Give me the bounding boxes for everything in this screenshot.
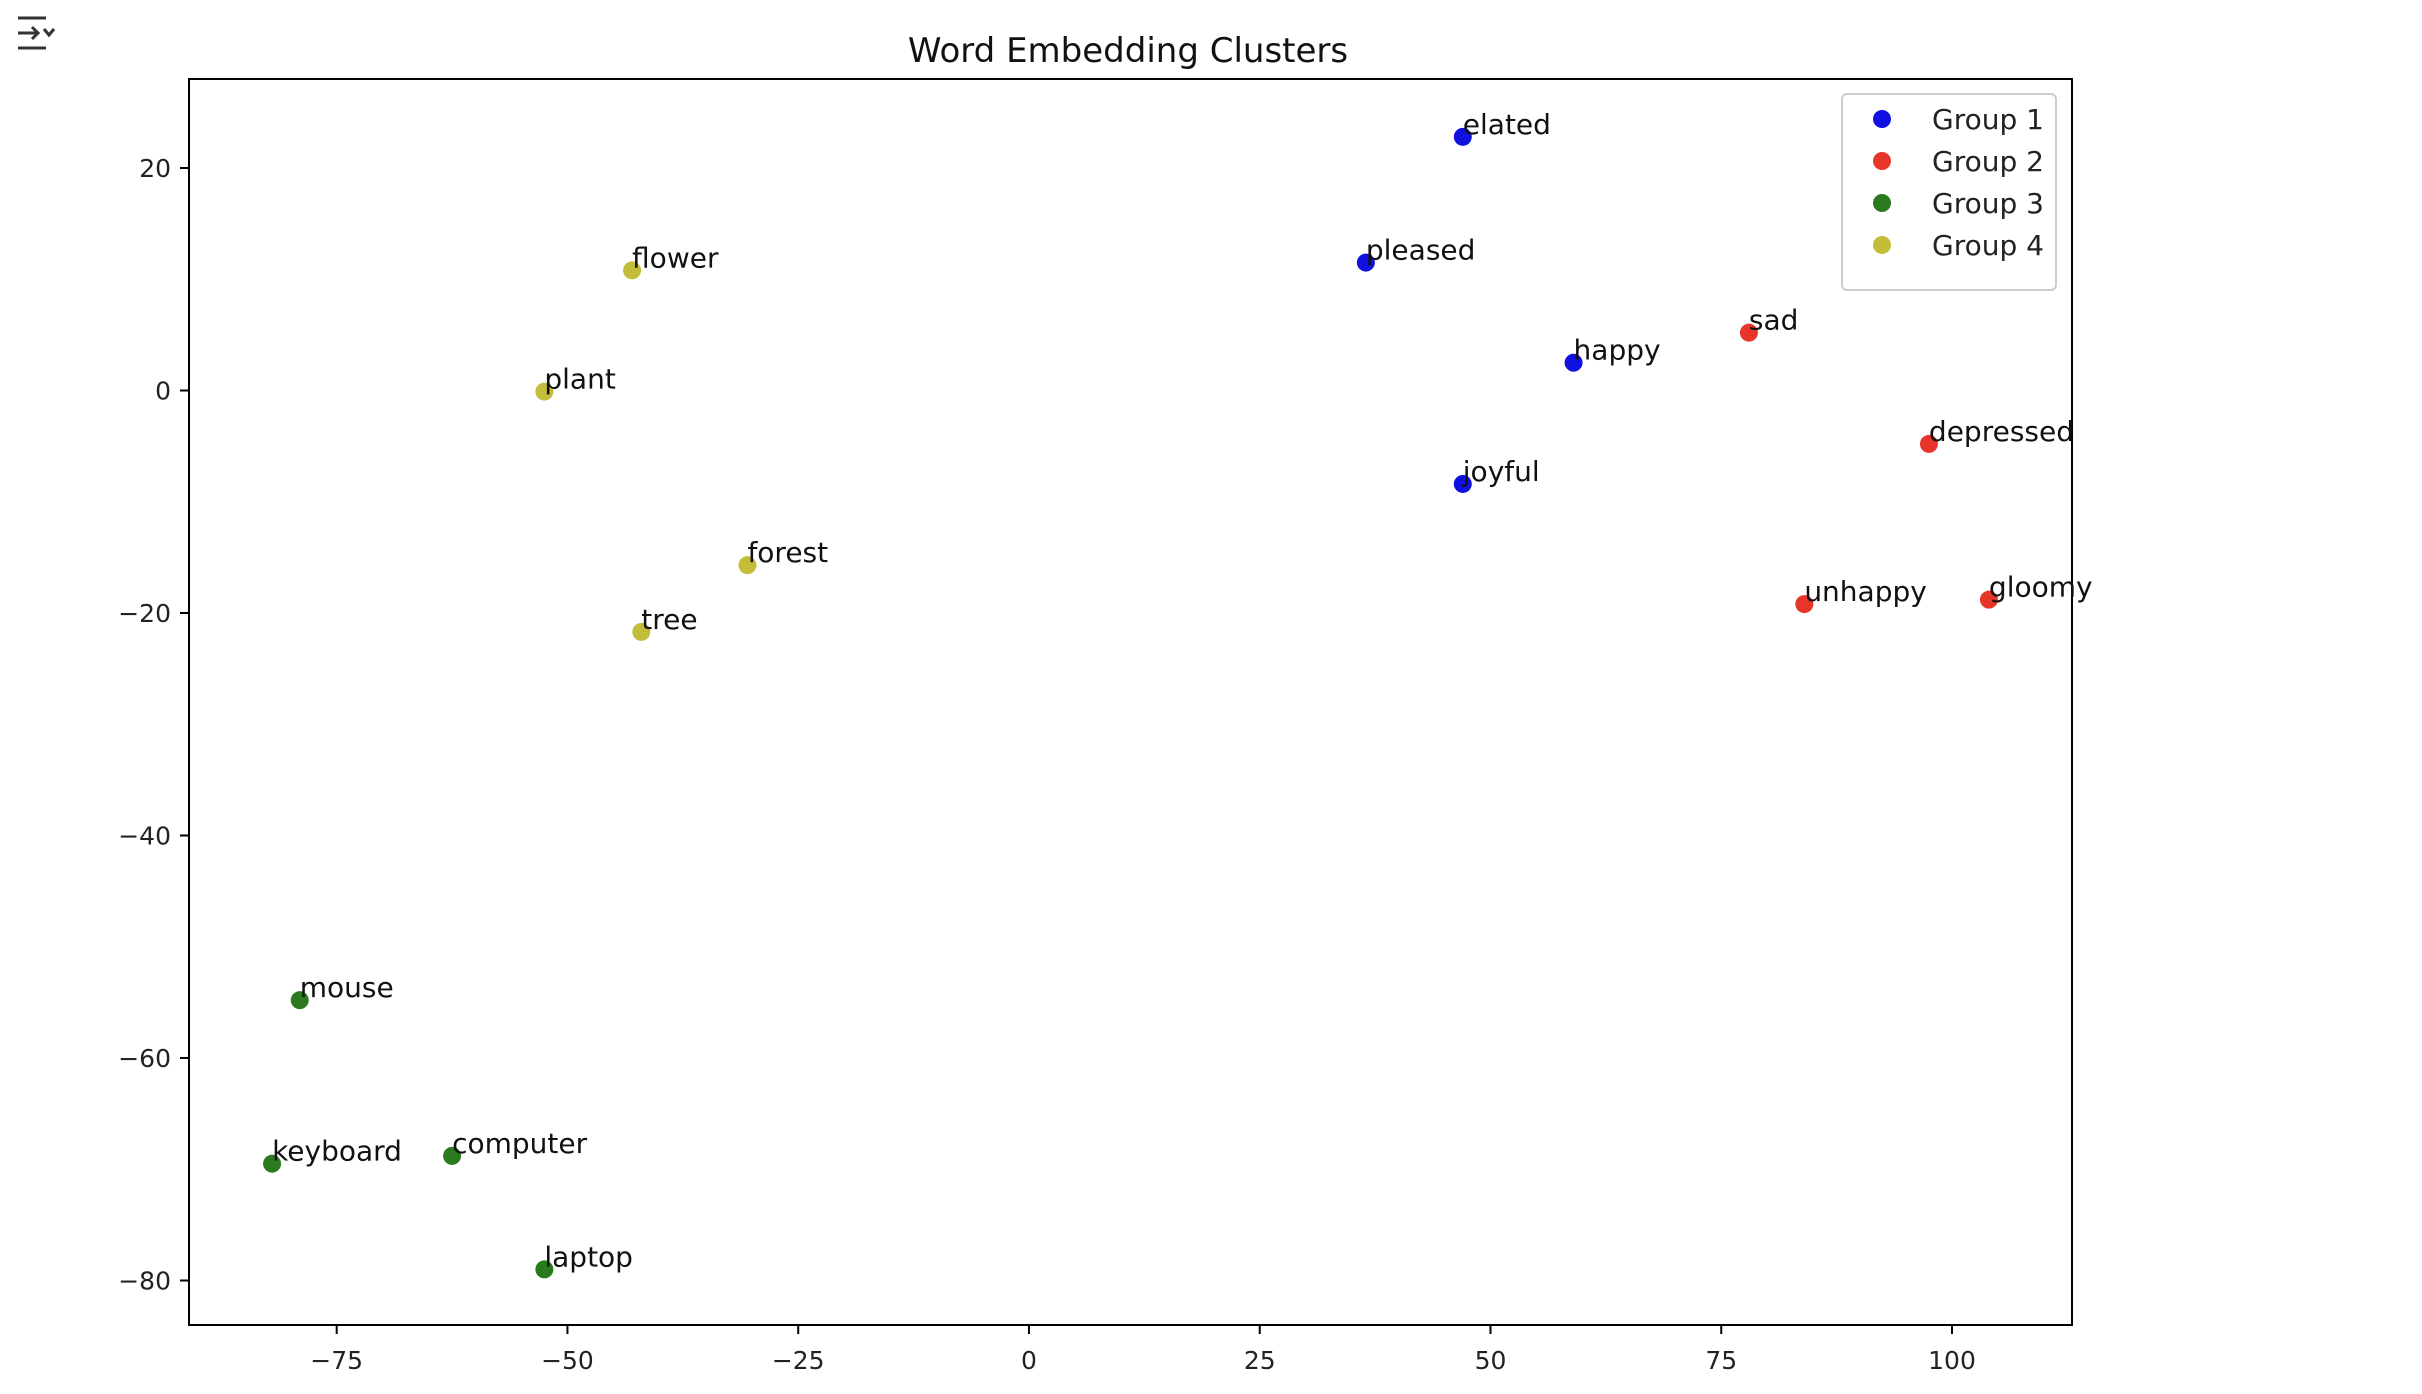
plot-area	[188, 78, 2073, 1326]
data-point-computer	[443, 1146, 462, 1165]
legend-label-group-3: Group 3	[1932, 187, 2044, 220]
x-axis: −75 −50 −25 0 25 50 75 100	[310, 1325, 1976, 1375]
point-label-keyboard: keyboard	[272, 1135, 402, 1168]
data-point-elated	[1453, 127, 1472, 146]
y-tick-label: 0	[155, 377, 171, 406]
data-point-gloomy	[1979, 590, 1998, 609]
data-point-forest	[738, 556, 757, 575]
x-tick-label: 50	[1475, 1346, 1507, 1375]
point-label-computer: computer	[452, 1127, 588, 1160]
point-label-plant: plant	[544, 363, 615, 396]
point-label-mouse: mouse	[300, 971, 394, 1004]
y-tick-label: −60	[118, 1044, 171, 1073]
data-point-joyful	[1453, 474, 1472, 493]
y-tick-label: −20	[118, 599, 171, 628]
y-axis: 20 0 −20 −40 −60 −80	[118, 154, 189, 1296]
data-point-sad	[1739, 323, 1758, 342]
point-label-forest: forest	[747, 536, 828, 569]
point-label-tree: tree	[641, 603, 697, 636]
point-label-flower: flower	[632, 241, 719, 274]
point-label-pleased: pleased	[1366, 234, 1476, 267]
output-toggle-icon[interactable]	[14, 12, 58, 56]
point-label-elated: elated	[1463, 108, 1551, 141]
data-point-laptop	[535, 1260, 554, 1279]
data-point-pleased	[1356, 253, 1375, 272]
legend-marker-group-2	[1873, 152, 1891, 170]
legend-marker-group-3	[1873, 194, 1891, 212]
data-point-depressed	[1919, 434, 1938, 453]
y-tick-label: −40	[118, 822, 171, 851]
data-point-tree	[632, 622, 651, 641]
y-tick-label: 20	[139, 154, 171, 183]
data-point-happy	[1564, 353, 1583, 372]
x-tick-label: −50	[541, 1346, 594, 1375]
data-point-unhappy	[1795, 595, 1814, 614]
x-tick-label: 25	[1244, 1346, 1276, 1375]
legend-label-group-2: Group 2	[1932, 145, 2044, 178]
data-points	[263, 127, 1998, 1279]
data-point-keyboard	[263, 1154, 282, 1173]
x-tick-label: 75	[1705, 1346, 1737, 1375]
x-tick-label: 100	[1928, 1346, 1976, 1375]
point-label-happy: happy	[1574, 334, 1661, 367]
point-label-unhappy: unhappy	[1804, 575, 1927, 608]
x-tick-label: −75	[310, 1346, 363, 1375]
point-label-gloomy: gloomy	[1989, 571, 2093, 604]
legend-marker-group-1	[1873, 110, 1891, 128]
data-point-flower	[623, 261, 642, 280]
data-point-mouse	[290, 991, 309, 1010]
point-label-depressed: depressed	[1929, 415, 2074, 448]
x-tick-label: 0	[1021, 1346, 1037, 1375]
legend-label-group-4: Group 4	[1932, 229, 2044, 262]
point-labels: elated pleased happy joyful sad depressed unha…	[272, 108, 2093, 1274]
y-tick-label: −80	[118, 1267, 171, 1296]
point-label-laptop: laptop	[544, 1240, 633, 1273]
point-label-joyful: joyful	[1462, 455, 1540, 488]
legend: Group 1 Group 2 Group 3 Group 4	[1841, 93, 2057, 291]
legend-box	[1841, 93, 2057, 291]
chart-title: Word Embedding Clusters	[908, 31, 1348, 71]
data-point-plant	[535, 382, 554, 401]
legend-label-group-1: Group 1	[1932, 103, 2044, 136]
point-label-sad: sad	[1749, 304, 1799, 337]
x-tick-label: −25	[772, 1346, 825, 1375]
legend-marker-group-4	[1873, 236, 1891, 254]
